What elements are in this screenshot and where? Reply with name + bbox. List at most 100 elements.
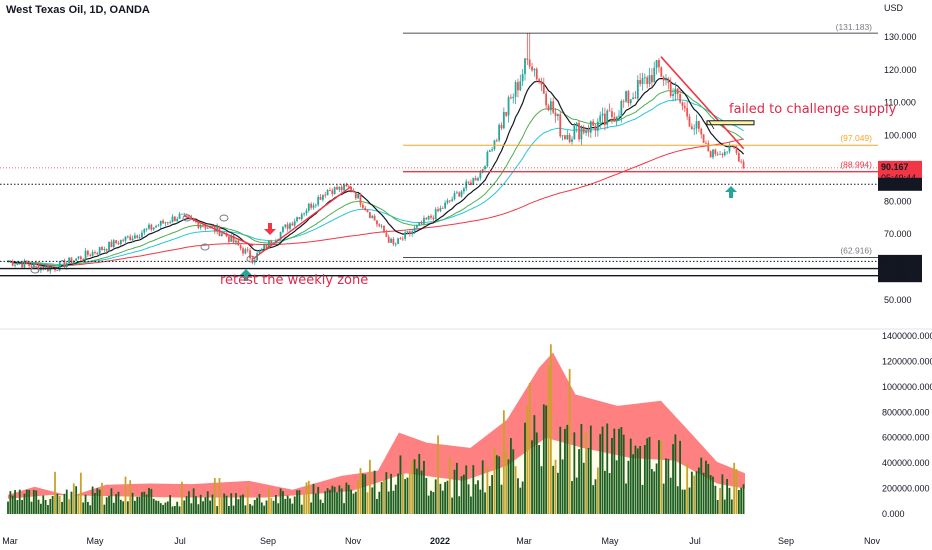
volume-bar xyxy=(404,479,407,514)
volume-bar xyxy=(282,491,284,514)
volume-bar xyxy=(568,368,571,514)
volume-bar xyxy=(625,483,627,514)
volume-bar xyxy=(47,505,49,514)
candle-body xyxy=(620,100,623,116)
volume-bar xyxy=(712,476,714,514)
volume-bar xyxy=(16,500,19,514)
candle-body xyxy=(185,213,188,216)
candle-body xyxy=(235,240,237,243)
candle-body xyxy=(84,250,87,260)
volume-bar xyxy=(115,494,117,514)
volume-bar xyxy=(451,497,454,514)
candle-body xyxy=(599,115,602,122)
current-price-tag: 90.167 xyxy=(881,162,909,172)
volume-bar xyxy=(310,502,313,514)
volume-bar xyxy=(587,447,590,514)
volume-bar xyxy=(361,473,364,514)
candle-body xyxy=(578,122,580,140)
volume-bar xyxy=(279,488,282,514)
pivot-marker xyxy=(30,266,40,274)
candle-body xyxy=(427,215,430,220)
candle-body xyxy=(105,249,108,251)
candle-body xyxy=(312,205,315,208)
volume-bar xyxy=(105,497,108,514)
volume-bar xyxy=(228,506,230,514)
candle-body xyxy=(705,142,707,144)
volume-bar xyxy=(89,505,92,514)
candle-body xyxy=(604,113,606,125)
candle-body xyxy=(101,247,103,250)
volume-bar xyxy=(329,489,331,514)
volume-bar xyxy=(232,505,235,514)
candle-body xyxy=(293,221,296,226)
candle-body xyxy=(510,97,512,99)
volume-bar xyxy=(272,500,275,514)
candle-body xyxy=(230,235,233,242)
candle-body xyxy=(300,214,303,219)
buy-arrow-icon-2 xyxy=(725,186,737,198)
volume-bar xyxy=(606,423,609,514)
volume-bar xyxy=(500,484,503,514)
candle-body xyxy=(49,267,52,272)
candle-body xyxy=(611,111,613,118)
volume-bar xyxy=(425,477,428,514)
volume-bar xyxy=(246,486,249,514)
candle-body xyxy=(625,91,627,102)
candle-body xyxy=(622,100,625,102)
price-tag-57: 57.336 xyxy=(881,271,909,281)
price-tag-85-bg xyxy=(878,177,922,191)
volume-bar xyxy=(129,480,132,514)
candle-body xyxy=(465,181,468,189)
price-tick-label: 80.000 xyxy=(884,196,912,206)
volume-bar xyxy=(61,501,63,514)
time-tick-label: Sep xyxy=(260,536,276,546)
volume-bar xyxy=(124,476,127,514)
supply-box xyxy=(706,120,755,126)
supply-box-marker xyxy=(708,120,715,130)
volume-bar xyxy=(632,454,634,514)
candle-body xyxy=(307,203,310,211)
candle-body xyxy=(507,97,510,116)
candle-body xyxy=(37,264,40,271)
candle-body xyxy=(564,135,566,140)
candle-body xyxy=(735,148,738,153)
volume-bar xyxy=(82,502,85,514)
volume-bar xyxy=(183,500,186,514)
volume-bar xyxy=(669,477,672,514)
volume-bar xyxy=(178,506,181,514)
price-tag-59: 59.504 xyxy=(881,264,909,274)
volume-bar xyxy=(371,487,374,514)
volume-bar xyxy=(627,460,630,514)
volume-bar xyxy=(714,485,717,514)
time-tick-label: 2022 xyxy=(430,536,450,546)
candle-body xyxy=(181,213,183,215)
volume-bar xyxy=(420,470,423,514)
level-high-label: (131.183) xyxy=(836,22,873,32)
volume-bar xyxy=(540,466,543,514)
candle-body xyxy=(394,243,397,245)
time-tick-label: Mar xyxy=(516,536,532,546)
volume-bar xyxy=(519,487,522,514)
candle-body xyxy=(242,248,244,254)
volume-bar xyxy=(155,500,157,514)
volume-bar xyxy=(479,489,482,514)
candle-body xyxy=(695,121,698,129)
trendline-2021-up xyxy=(252,185,352,260)
candle-body xyxy=(484,166,486,170)
candle-body xyxy=(542,84,545,94)
volume-bar xyxy=(552,465,555,514)
candle-body xyxy=(319,196,322,200)
candle-body xyxy=(369,212,371,218)
volume-bar xyxy=(636,448,639,514)
volume-bar xyxy=(223,493,226,514)
volume-bar xyxy=(709,475,712,514)
volume-bar xyxy=(465,465,468,514)
candle-body xyxy=(592,121,595,126)
candle-body xyxy=(98,247,101,254)
candle-body xyxy=(521,74,524,82)
candle-body xyxy=(237,240,240,246)
candle-body xyxy=(108,241,110,251)
volume-bar xyxy=(263,505,266,514)
candle-body xyxy=(441,208,444,209)
